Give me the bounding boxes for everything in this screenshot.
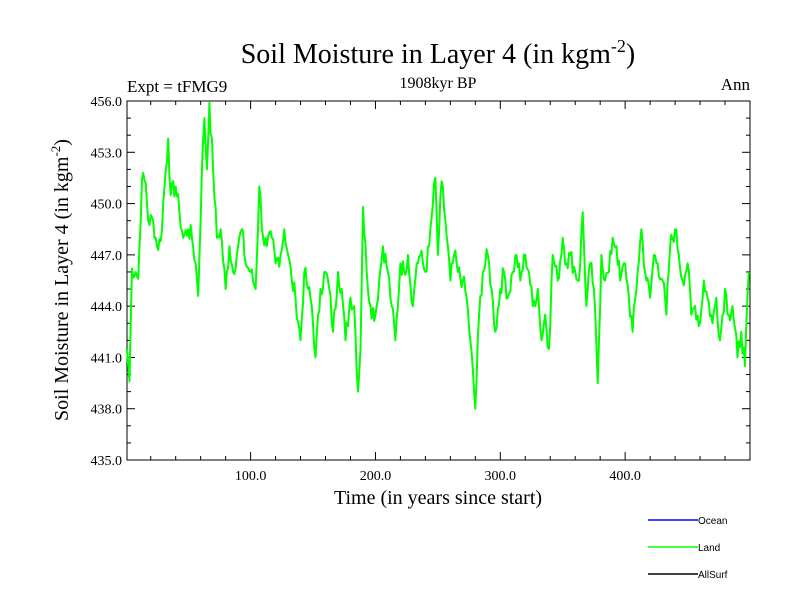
y-axis-title-superscript: -2 [48, 146, 63, 157]
y-axis-title: Soil Moisture in Layer 4 (in kgm-2) [48, 139, 73, 421]
legend-label-ocean: Ocean [698, 516, 727, 527]
chart-title: Soil Moisture in Layer 4 (in kgm-2) [241, 36, 636, 70]
x-tick-label: 100.0 [235, 469, 267, 484]
x-tick-label: 300.0 [485, 469, 517, 484]
chart-title-close: ) [626, 39, 635, 70]
experiment-label: Expt = tFMG9 [127, 77, 227, 96]
x-tick-label: 200.0 [360, 469, 392, 484]
chart-title-superscript: -2 [611, 36, 626, 56]
chart-title-text: Soil Moisture in Layer 4 (in kgm [241, 39, 611, 70]
y-axis-title-close: ) [51, 139, 73, 146]
y-axis-title-text: Soil Moisture in Layer 4 (in kgm [51, 156, 73, 421]
y-tick-label: 441.0 [91, 351, 123, 366]
plot-frame [126, 100, 751, 461]
y-tick-label: 444.0 [91, 300, 123, 315]
y-tick-label: 456.0 [91, 95, 123, 110]
x-axis-ticks: 100.0 200.0 300.0 400.0 [150, 101, 751, 484]
y-tick-label: 447.0 [91, 249, 123, 264]
chart-subtitle: 1908kyr BP [400, 75, 477, 92]
x-tick-label: 400.0 [609, 469, 641, 484]
y-tick-label: 435.0 [91, 454, 123, 469]
legend-label-land: Land [698, 543, 720, 554]
series-line-land [126, 101, 750, 410]
y-tick-label: 453.0 [91, 146, 123, 161]
legend: Ocean Land AllSurf [648, 516, 728, 581]
y-tick-label: 450.0 [91, 198, 123, 213]
x-axis-title: Time (in years since start) [334, 487, 542, 509]
series-layer [126, 101, 750, 410]
legend-label-allsurf: AllSurf [698, 570, 728, 581]
y-tick-label: 438.0 [91, 403, 123, 418]
season-label: Ann [721, 75, 751, 94]
